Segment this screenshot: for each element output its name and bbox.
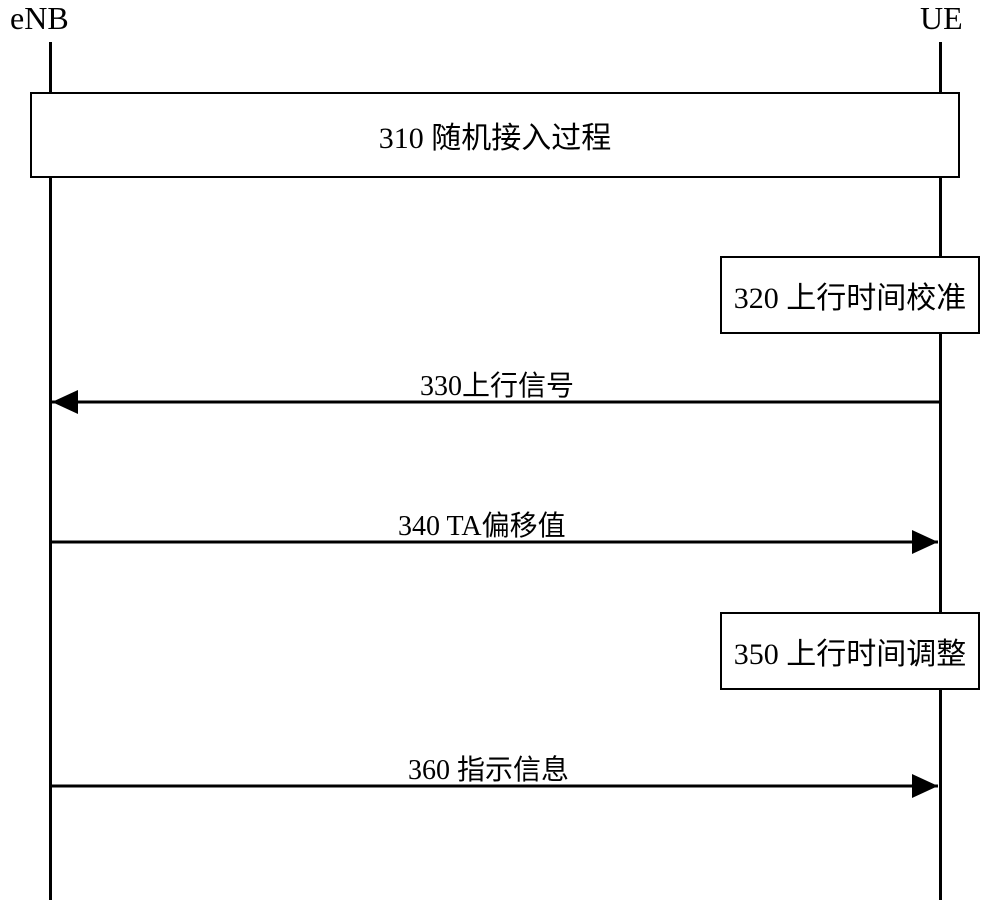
step-360-arrow xyxy=(0,0,1000,913)
sequence-diagram: eNB UE 310 随机接入过程 320 上行时间校准 330上行信号 340… xyxy=(0,0,1000,913)
